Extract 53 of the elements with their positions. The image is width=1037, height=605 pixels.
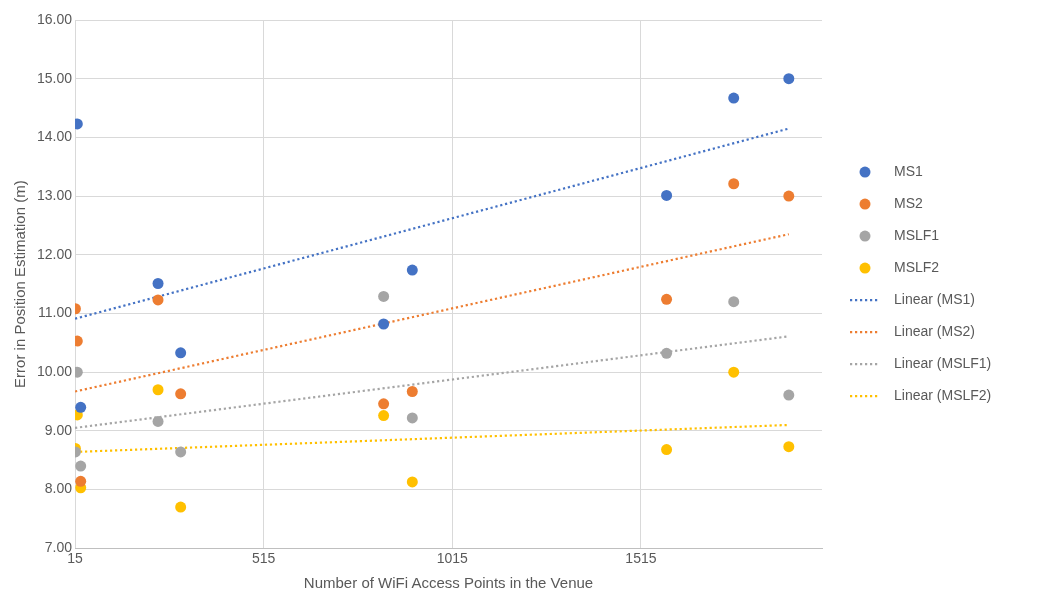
point	[75, 475, 87, 487]
point	[406, 386, 418, 397]
legend-label: MSLF1	[894, 226, 940, 243]
y-tick-label: 9.00	[44, 421, 73, 438]
y-tick-label: 10.00	[36, 362, 73, 379]
point	[75, 401, 87, 413]
point	[175, 347, 187, 359]
x-tick-label: 515	[251, 550, 276, 567]
point	[661, 347, 673, 359]
point	[406, 412, 418, 424]
point	[728, 296, 740, 308]
x-axis-title: Number of WiFi Access Points in the Venue	[303, 574, 594, 592]
legend-label: MSLF2	[894, 258, 940, 275]
point	[661, 189, 673, 201]
point	[75, 460, 87, 472]
point	[661, 293, 673, 305]
point	[152, 384, 164, 396]
point	[152, 294, 164, 306]
point	[175, 388, 187, 400]
point	[728, 366, 740, 378]
x-tick-label: 1515	[625, 550, 657, 567]
y-tick-label: 13.00	[36, 186, 73, 203]
y-tick-label: 14.00	[36, 128, 73, 145]
legend-label: Linear (MSLF1)	[894, 354, 992, 371]
y-tick-label: 16.00	[36, 10, 73, 27]
y-tick-label: 15.00	[36, 69, 73, 86]
legend-label: Linear (MS1)	[894, 290, 975, 307]
point	[406, 476, 418, 488]
point	[406, 264, 418, 276]
point	[783, 190, 795, 202]
point	[783, 73, 795, 85]
point	[783, 441, 795, 453]
point	[378, 398, 390, 410]
point	[152, 278, 164, 290]
point	[378, 318, 390, 330]
point	[378, 290, 390, 302]
legend-label: MS1	[894, 162, 923, 179]
legend-label: MS2	[894, 194, 923, 211]
y-tick-label: 11.00	[38, 304, 73, 321]
point	[728, 92, 740, 104]
legend-label: Linear (MSLF2)	[894, 386, 992, 403]
point	[175, 446, 187, 458]
y-tick-label: 12.00	[36, 245, 73, 262]
point	[152, 415, 164, 427]
point	[728, 178, 740, 190]
point	[175, 501, 187, 513]
y-axis-title: Error in Position Estimation (m)	[11, 180, 29, 388]
y-tick-label: 8.00	[44, 480, 73, 497]
x-tick-label: 1015	[436, 550, 469, 567]
point	[661, 444, 673, 456]
legend-label: Linear (MS2)	[894, 322, 975, 339]
point	[783, 389, 795, 401]
point	[378, 410, 390, 422]
